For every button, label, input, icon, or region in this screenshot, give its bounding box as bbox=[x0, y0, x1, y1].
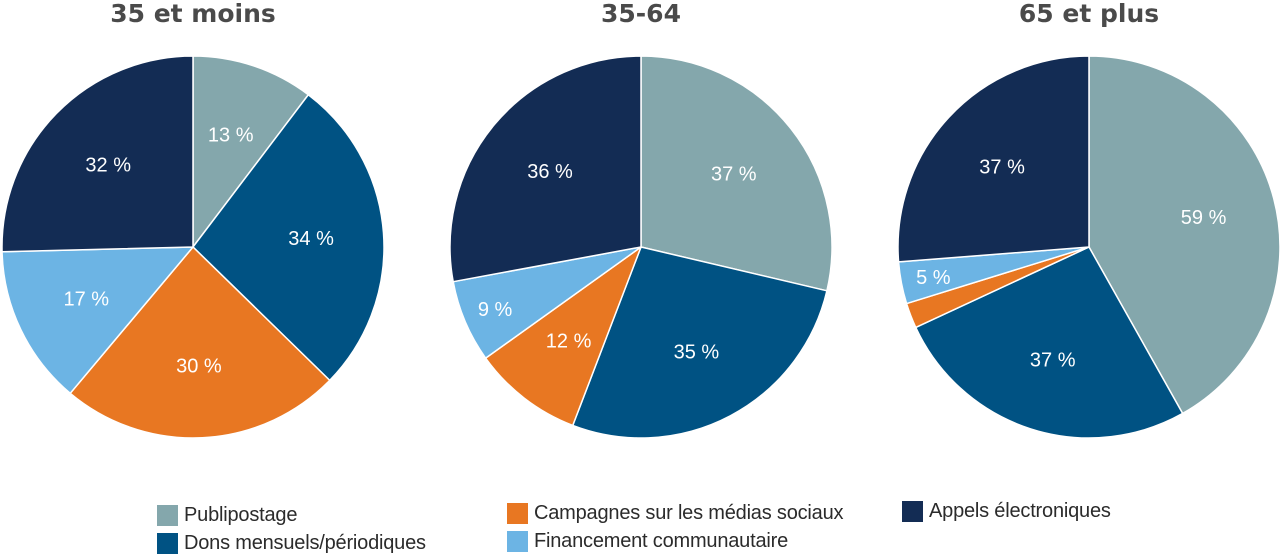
legend-swatch-dons-mensuels bbox=[157, 532, 178, 554]
pie-chart-2: 35-64 37 % 35 % 12 % 9 % 36 % bbox=[449, 0, 833, 439]
pie-slice-dons-mensuels-periodiques bbox=[572, 246, 828, 439]
legend-label-publipostage: Publipostage bbox=[184, 503, 298, 526]
legend-swatch-appels-electroniques bbox=[902, 500, 923, 522]
legend-swatch-financement-communautaire bbox=[507, 530, 528, 552]
pie-chart-1: 35 et moins 13 % 34 % 30 % 17 % 32 % bbox=[1, 0, 385, 439]
legend-item-publipostage: Publipostage bbox=[157, 503, 297, 527]
slice-label-appels-electroniques: 37 % bbox=[979, 157, 1025, 179]
pie-slice-dons-mensuels-periodiques bbox=[915, 246, 1184, 439]
pie-slice-publipostage bbox=[1088, 55, 1281, 415]
pie-title: 35-64 bbox=[601, 0, 681, 28]
pie-slice-appels-electroniques bbox=[1, 55, 194, 253]
pie-slice-appels-electroniques bbox=[897, 55, 1090, 263]
slice-label-campagnes-sur-les-medias-sociaux: 30 % bbox=[176, 355, 222, 377]
slice-label-financement-communautaire: 9 % bbox=[478, 299, 513, 321]
pie-slice-publipostage bbox=[192, 55, 310, 248]
legend-item-financement-communautaire: Financement communautaire bbox=[507, 529, 788, 553]
pie-slice-publipostage bbox=[640, 55, 833, 292]
legend-swatch-publipostage bbox=[157, 504, 178, 526]
pie-slice-campagnes-sur-les-medias-sociaux bbox=[484, 246, 642, 427]
pie-slice-campagnes-sur-les-medias-sociaux bbox=[69, 246, 331, 439]
pie-title: 35 et moins bbox=[110, 0, 276, 28]
legend-item-campagnes-medias-sociaux: Campagnes sur les médias sociaux bbox=[507, 501, 844, 525]
pie-slice-appels-electroniques bbox=[449, 55, 642, 283]
legend-swatch-campagnes-medias-sociaux bbox=[507, 502, 528, 524]
pie-slice-dons-mensuels-periodiques bbox=[192, 94, 385, 382]
legend-label-dons-mensuels: Dons mensuels/périodiques bbox=[184, 531, 426, 554]
slice-label-publipostage: 37 % bbox=[711, 164, 757, 186]
slice-label-financement-communautaire: 5 % bbox=[916, 267, 951, 289]
legend-label-financement-communautaire: Financement communautaire bbox=[534, 529, 789, 552]
slice-label-dons-mensuels-periodiques: 34 % bbox=[288, 228, 334, 250]
legend-item-dons-mensuels: Dons mensuels/périodiques bbox=[157, 531, 426, 555]
slice-label-appels-electroniques: 36 % bbox=[527, 161, 573, 183]
slice-label-dons-mensuels-periodiques: 37 % bbox=[1030, 350, 1076, 372]
slice-label-appels-electroniques: 32 % bbox=[85, 154, 131, 176]
legend-label-campagnes-medias-sociaux: Campagnes sur les médias sociaux bbox=[534, 501, 844, 524]
slice-label-dons-mensuels-periodiques: 35 % bbox=[674, 342, 720, 364]
slice-label-publipostage: 59 % bbox=[1181, 207, 1227, 229]
pie-chart-3: 65 et plus 59 % 37 % 5 % 37 % bbox=[897, 0, 1281, 439]
legend-item-appels-electroniques: Appels électroniques bbox=[902, 499, 1111, 523]
slice-label-campagnes-sur-les-medias-sociaux: 12 % bbox=[546, 331, 592, 353]
pie-title: 65 et plus bbox=[1019, 0, 1159, 28]
pie-slice-financement-communautaire bbox=[1, 246, 194, 395]
legend-label-appels-electroniques: Appels électroniques bbox=[929, 499, 1111, 522]
slice-label-publipostage: 13 % bbox=[208, 125, 254, 147]
slice-label-financement-communautaire: 17 % bbox=[64, 288, 110, 310]
